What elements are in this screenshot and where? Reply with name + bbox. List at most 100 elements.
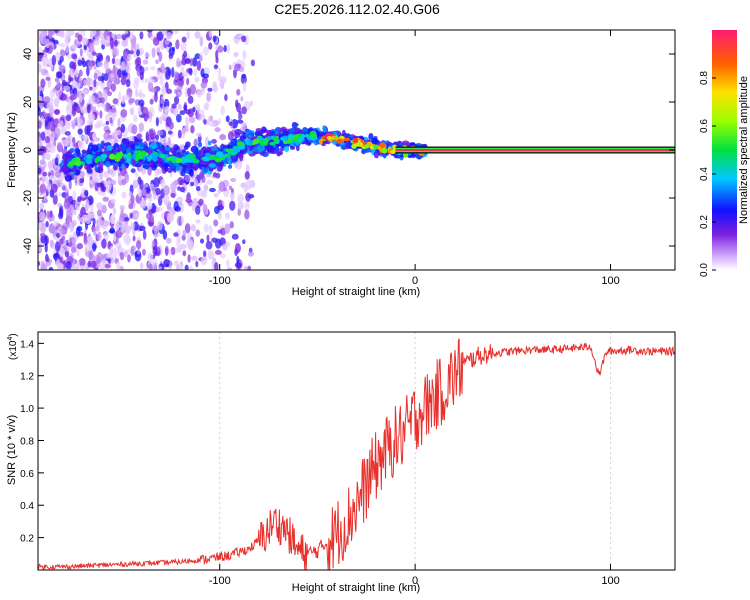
spectrogram-cell <box>152 36 160 46</box>
spectrogram-cell <box>61 139 68 147</box>
spectrogram-cell <box>164 39 170 46</box>
spectrogram-cell <box>130 168 136 174</box>
spectrogram-cell <box>38 95 43 101</box>
spectrogram-cell <box>140 262 144 270</box>
spectrogram-cell <box>108 229 116 234</box>
spectrogram-cell <box>224 93 228 102</box>
spectrogram-cell <box>157 168 163 175</box>
spectrogram-cell <box>175 157 183 164</box>
spectrogram-cell <box>85 264 89 270</box>
snr-frame <box>37 331 676 571</box>
spectrogram-cell <box>294 136 299 143</box>
spectrogram-cell <box>343 137 351 142</box>
spectrogram-cell <box>157 31 162 41</box>
spectrogram-cell <box>38 98 44 109</box>
spectrogram-cell <box>289 145 296 150</box>
spectrogram-cell <box>86 148 93 156</box>
spectrogram-cell <box>55 96 61 104</box>
spectrogram-cell <box>57 262 64 270</box>
spectrogram-cell <box>193 68 198 77</box>
spectrogram-cell <box>137 248 141 255</box>
spectrogram-cell <box>45 180 50 185</box>
spectrogram-cell <box>173 96 180 105</box>
x-tick-label: -100 <box>209 575 231 587</box>
spectrogram-cell <box>116 33 123 40</box>
spectrogram-cell <box>109 245 114 256</box>
spectrogram-cell <box>51 54 57 66</box>
spectrogram-cell <box>213 219 219 227</box>
spectrogram-cell <box>201 160 208 166</box>
snr-scale-exponent: 4 <box>7 337 14 341</box>
spectrogram-cell <box>130 221 135 231</box>
spectrogram-cell <box>125 162 129 169</box>
spectrogram-cell <box>38 46 42 52</box>
spectrogram-cell <box>184 223 191 234</box>
spectrogram-cell <box>215 172 221 179</box>
spectrogram-cell <box>218 210 222 220</box>
spectrogram-cell <box>197 113 202 121</box>
spectrogram-cell <box>245 163 250 170</box>
spectrogram-cell <box>336 138 344 144</box>
spectrogram-cell <box>78 69 83 77</box>
spectrogram-cell <box>146 155 152 162</box>
spectrogram-cell <box>164 105 170 114</box>
spectrogram-cell <box>66 221 70 228</box>
y-tick-label: 40 <box>22 48 34 60</box>
spectrogram-cell <box>177 103 182 110</box>
spectrogram-cell <box>103 73 109 82</box>
spectrogram-cell <box>155 116 159 127</box>
spectrogram-cell <box>208 42 213 50</box>
spectrogram-cell <box>134 213 140 218</box>
spectrogram-cell <box>77 140 85 150</box>
spectrogram-cell <box>119 204 125 211</box>
spectrogram-cell <box>70 44 76 54</box>
spectrogram-cell <box>54 127 61 138</box>
spectrogram-cell <box>42 171 48 177</box>
spectrogram-cell <box>179 110 186 116</box>
spectrogram-cell <box>183 50 188 59</box>
spectrogram-cell <box>159 116 163 125</box>
spectrogram-cell <box>117 161 122 168</box>
spectrogram-cell <box>103 59 109 70</box>
spectrogram-cell <box>190 224 197 232</box>
spectrogram-cell <box>188 116 196 124</box>
spectrogram-cell <box>64 192 69 203</box>
spectrogram-cell <box>283 145 290 153</box>
spectrogram-cell <box>124 30 129 35</box>
spectrogram-cell <box>121 34 127 41</box>
spectrogram-cell <box>259 152 266 156</box>
spectrogram-cell <box>236 255 240 264</box>
spectrogram-panel: -100 0 100 -40 -20 0 20 40 Height of straight l… <box>6 29 676 298</box>
spectrogram-cell <box>231 233 239 240</box>
snr-series <box>38 338 675 570</box>
spectrogram-cell <box>151 154 157 160</box>
spectrogram-cell <box>90 260 97 269</box>
spectrogram-cell <box>79 48 83 57</box>
spectrogram-cell <box>142 229 147 240</box>
spectrogram-cell <box>77 59 83 67</box>
spectrogram-cell <box>110 198 116 204</box>
spectrogram-cell <box>245 179 252 191</box>
spectrogram-cell <box>83 79 88 86</box>
spectrogram-cell <box>174 205 182 212</box>
spectrogram-cell <box>68 77 74 82</box>
spectrogram-cell <box>205 240 213 250</box>
spectrogram-cell <box>114 58 121 66</box>
spectrogram-cell <box>218 156 225 161</box>
spectrogram-cell <box>217 199 223 210</box>
spectrogram-cell <box>211 139 217 144</box>
spectrogram-cell <box>148 263 153 270</box>
spectrogram-cell <box>94 157 99 164</box>
spectrogram-cell <box>86 154 93 160</box>
spectrogram-cell <box>163 139 167 148</box>
spectrogram-cell <box>72 61 77 70</box>
spectrogram-cell <box>77 34 83 42</box>
spectrogram-cell <box>102 89 108 99</box>
spectrogram-cell <box>227 156 232 165</box>
spectrogram-cell <box>104 160 111 167</box>
colorbar: 0.0 0.2 0.4 0.6 0.8 Normalized spectral ampl… <box>699 30 750 277</box>
spectrogram-cell <box>40 34 47 45</box>
colorbar-tick-label: 0.8 <box>699 71 710 85</box>
spectrogram-cell <box>252 148 260 152</box>
spectrogram-cell <box>201 167 208 175</box>
